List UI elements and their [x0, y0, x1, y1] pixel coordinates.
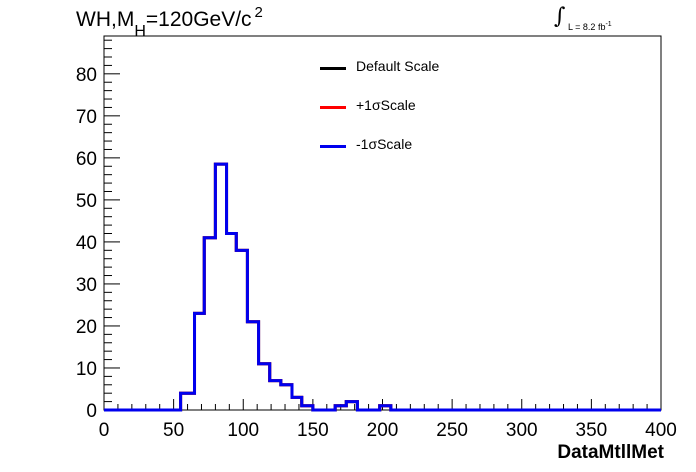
x-tick-label: 150: [297, 420, 329, 441]
y-tick-label: 30: [76, 275, 97, 296]
chart-title: WH,MH=120GeV/c 2: [76, 4, 263, 40]
legend-label-minus1sigma: -1σScale: [356, 136, 413, 152]
histogram-line-plus1sigma: [104, 162, 661, 412]
y-tick-label: 60: [76, 149, 97, 170]
title-prefix: WH,M: [76, 8, 135, 31]
integral-symbol: ∫: [554, 4, 566, 29]
title-superscript: 2: [254, 4, 263, 21]
histogram-series: [104, 162, 661, 412]
x-tick-label: 100: [227, 420, 259, 441]
x-axis-label: DataMtllMet: [557, 442, 664, 463]
y-tick-label: 70: [76, 107, 97, 128]
luminosity-text: L = 8.2 fb-1: [568, 21, 612, 32]
x-tick-label: 0: [99, 420, 110, 441]
legend-swatch-minus1sigma: [320, 145, 346, 148]
y-tick-label: 0: [86, 401, 97, 422]
x-tick-label: 350: [576, 420, 608, 441]
y-tick-label: 80: [76, 65, 97, 86]
luminosity-value: L = 8.2 fb: [568, 22, 606, 32]
x-tick-label: 200: [367, 420, 399, 441]
plot-frame: [103, 35, 662, 411]
x-tick-label: 400: [645, 420, 677, 441]
histogram-line-default: [104, 162, 661, 412]
y-axis: 0 10 20 30 40 50 60 70 80: [76, 39, 120, 422]
title-subscript: H: [134, 23, 146, 40]
y-tick-label: 50: [76, 191, 97, 212]
x-tick-label: 250: [436, 420, 468, 441]
luminosity-unit-sup: -1: [605, 21, 612, 28]
y-tick-label: 10: [76, 359, 97, 380]
legend-swatch-default: [320, 67, 346, 70]
y-tick-label: 20: [76, 317, 97, 338]
legend-label-plus1sigma: +1σScale: [356, 97, 416, 113]
title-value: =120GeV/c: [145, 8, 252, 31]
x-axis: 0 50 100 150 200 250 300 350 400: [99, 399, 677, 441]
legend-swatch-plus1sigma: [320, 106, 346, 109]
x-tick-label: 50: [163, 420, 184, 441]
x-tick-label: 300: [506, 420, 538, 441]
legend-label-default: Default Scale: [356, 58, 440, 74]
histogram-line-minus1sigma: [104, 162, 661, 412]
y-tick-label: 40: [76, 233, 97, 254]
